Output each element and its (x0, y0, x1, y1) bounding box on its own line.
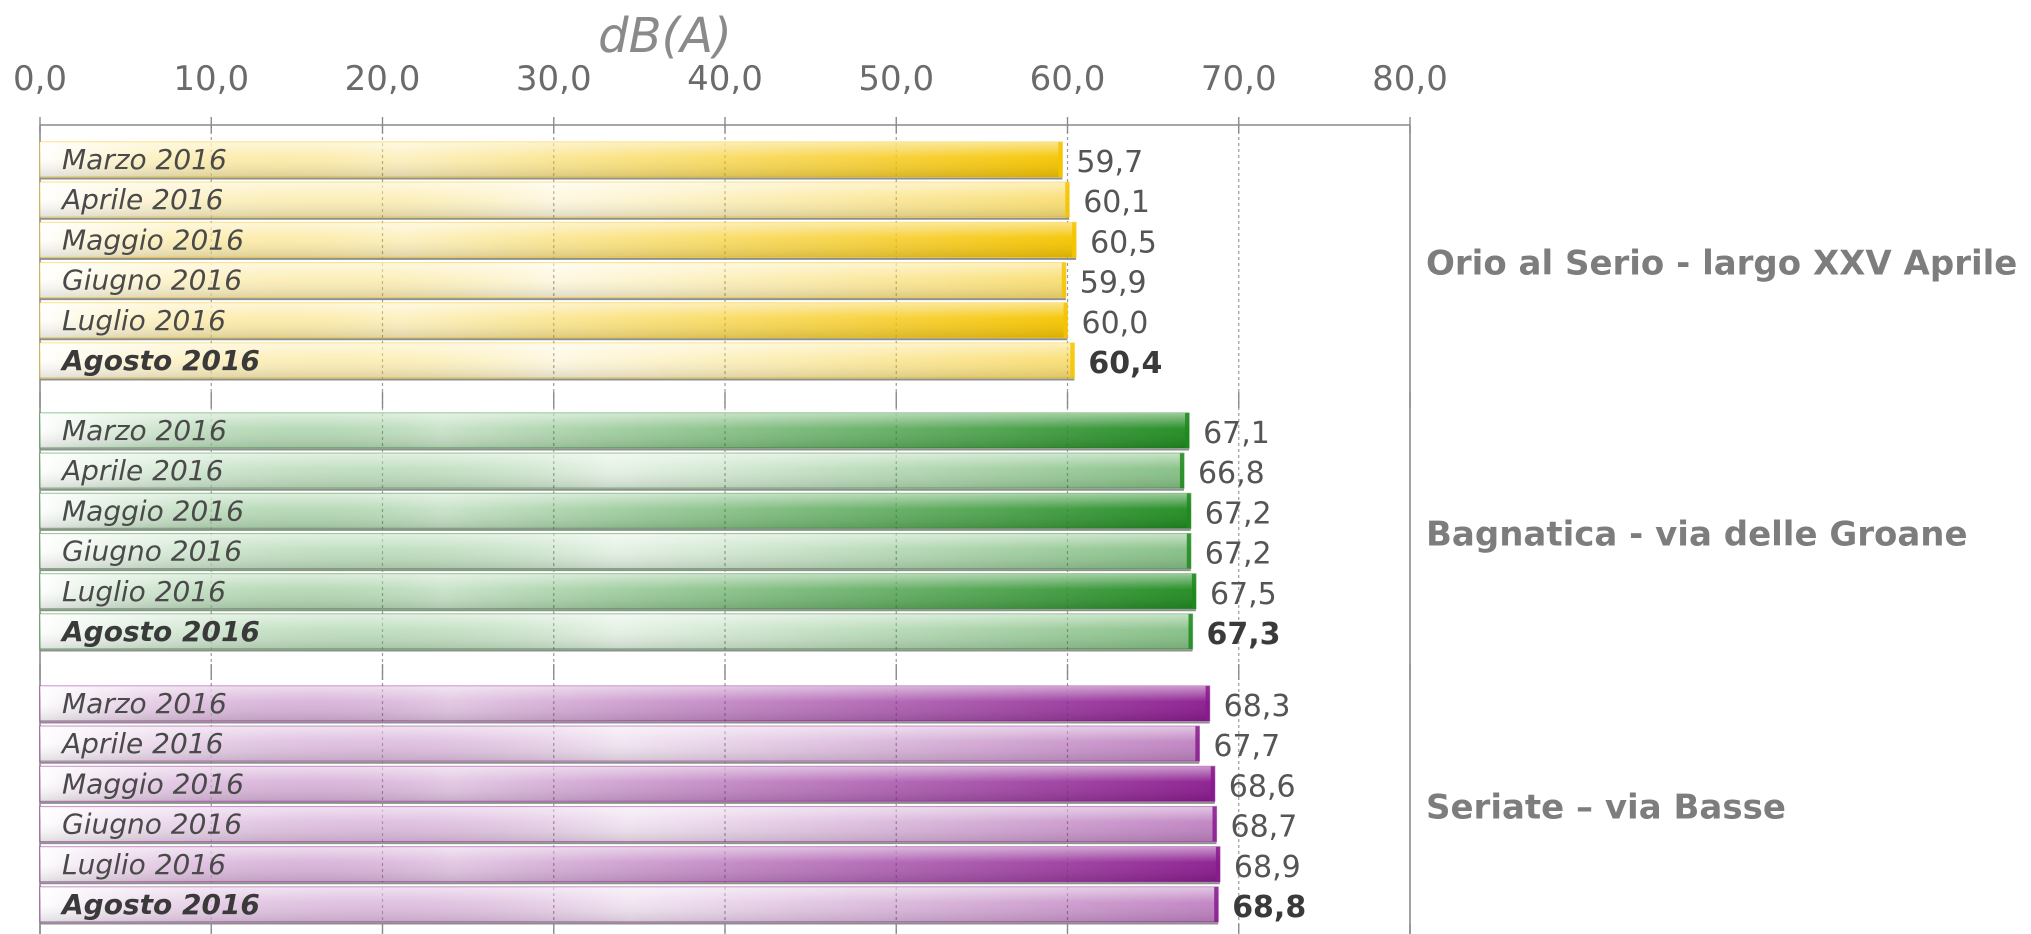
bar-highlight (40, 222, 1077, 258)
bar-category-label: Agosto 2016 (60, 888, 260, 921)
bar-category-label: Marzo 2016 (62, 414, 227, 447)
bar-highlight (40, 413, 1190, 448)
bar-value-label: 60,1 (1083, 185, 1150, 220)
bar-highlight (40, 887, 1219, 922)
bar-end-cap (1063, 302, 1068, 338)
bar-value-label: 68,6 (1229, 769, 1296, 804)
bar-category-label: Agosto 2016 (60, 615, 260, 648)
bar-value-label: 60,4 (1088, 346, 1162, 381)
bar-highlight (40, 806, 1217, 842)
bar-end-cap (1195, 726, 1200, 762)
bar-end-cap (1058, 142, 1063, 177)
bars-layer: Marzo 2016 59,7 Aprile 2016 60,1 Maggio 2016… (39, 141, 1306, 925)
x-tick-label: 40,0 (687, 59, 763, 99)
x-tick-label: 30,0 (516, 59, 592, 99)
bar-category-label: Agosto 2016 (60, 344, 260, 377)
bar-value-label: 68,3 (1224, 689, 1291, 724)
bar-value-label: 60,0 (1082, 306, 1149, 341)
bar-highlight (40, 142, 1063, 177)
x-tick-label: 20,0 (345, 59, 421, 99)
bar-category-label: Aprile 2016 (60, 727, 223, 760)
x-tick-label: 10,0 (173, 59, 249, 99)
bar-highlight (40, 343, 1075, 378)
bar-end-cap (1061, 262, 1066, 298)
bar-category-label: Marzo 2016 (62, 143, 227, 176)
axis-unit-label: dB(A) (598, 8, 732, 64)
bar-end-cap (1215, 846, 1220, 882)
bar-end-cap (1065, 182, 1070, 218)
bar-highlight (40, 453, 1184, 489)
bar-end-cap (1072, 222, 1077, 258)
bar-end-cap (1214, 887, 1219, 922)
bar-end-cap (1179, 453, 1184, 489)
bar-end-cap (1188, 614, 1193, 649)
bar-highlight (40, 766, 1215, 802)
group-labels: Orio al Serio - largo XXV Aprile Bagnatic… (1426, 244, 2017, 828)
bar-highlight (40, 726, 1200, 762)
bar-category-label: Giugno 2016 (62, 808, 242, 841)
bar-value-label: 67,5 (1210, 577, 1277, 612)
bar-end-cap (1186, 493, 1191, 529)
bar-category-label: Luglio 2016 (62, 304, 226, 337)
group-label: Orio al Serio - largo XXV Aprile (1426, 244, 2017, 284)
bar-highlight (40, 686, 1210, 721)
bar-value-label: 68,9 (1234, 850, 1301, 885)
bar-value-label: 67,7 (1213, 729, 1280, 764)
bar-value-label: 68,7 (1230, 810, 1297, 845)
bar-group: Marzo 2016 67,1 Aprile 2016 66,8 Maggio 2016… (39, 412, 1281, 652)
bar-end-cap (1070, 343, 1075, 378)
x-axis: 0,0 10,0 20,0 30,0 40,0 50,0 60,0 70,0 80,0 (13, 59, 1448, 934)
bar-category-label: Maggio 2016 (62, 494, 244, 527)
bar-value-label: 60,5 (1090, 225, 1157, 260)
bar-highlight (40, 533, 1191, 569)
bar-highlight (40, 573, 1196, 609)
bar-category-label: Maggio 2016 (62, 767, 244, 800)
bar-category-label: Luglio 2016 (62, 848, 226, 881)
bar-category-label: Giugno 2016 (62, 264, 242, 297)
bar-end-cap (1212, 806, 1217, 842)
bar-value-label: 59,9 (1080, 266, 1147, 301)
bar-end-cap (1186, 533, 1191, 569)
bar-highlight (40, 262, 1066, 298)
bar-category-label: Giugno 2016 (62, 535, 242, 568)
bar-value-label: 67,3 (1207, 617, 1281, 652)
x-tick-label: 0,0 (13, 59, 67, 99)
bar-value-label: 67,1 (1203, 416, 1270, 451)
bar-group: Marzo 2016 59,7 Aprile 2016 60,1 Maggio 2016… (39, 141, 1162, 381)
group-label: Seriate – via Basse (1426, 788, 1786, 828)
bar-value-label: 59,7 (1076, 145, 1143, 180)
x-tick-label: 50,0 (858, 59, 934, 99)
bar-value-label: 67,2 (1205, 496, 1272, 531)
bar-highlight (40, 614, 1193, 649)
bar-value-label: 68,8 (1232, 890, 1306, 925)
bar-category-label: Maggio 2016 (62, 223, 244, 256)
x-tick-label: 60,0 (1030, 59, 1106, 99)
bar-highlight (40, 182, 1070, 218)
bar-value-label: 66,8 (1198, 456, 1265, 491)
bar-end-cap (1205, 686, 1210, 721)
bar-highlight (40, 493, 1191, 529)
bar-category-label: Luglio 2016 (62, 575, 226, 608)
bar-category-label: Marzo 2016 (62, 687, 227, 720)
bar-group: Marzo 2016 68,3 Aprile 2016 67,7 Maggio 2016… (39, 685, 1306, 925)
x-tick-label: 80,0 (1372, 59, 1448, 99)
bar-end-cap (1185, 413, 1190, 448)
x-tick-label: 70,0 (1201, 59, 1277, 99)
bar-value-label: 67,2 (1205, 537, 1272, 572)
bar-end-cap (1210, 766, 1215, 802)
group-label: Bagnatica - via delle Groane (1426, 515, 1968, 555)
bar-category-label: Aprile 2016 (60, 183, 223, 216)
bar-end-cap (1191, 573, 1196, 609)
bar-category-label: Aprile 2016 (60, 454, 223, 487)
bar-highlight (40, 846, 1220, 882)
bar-highlight (40, 302, 1068, 338)
